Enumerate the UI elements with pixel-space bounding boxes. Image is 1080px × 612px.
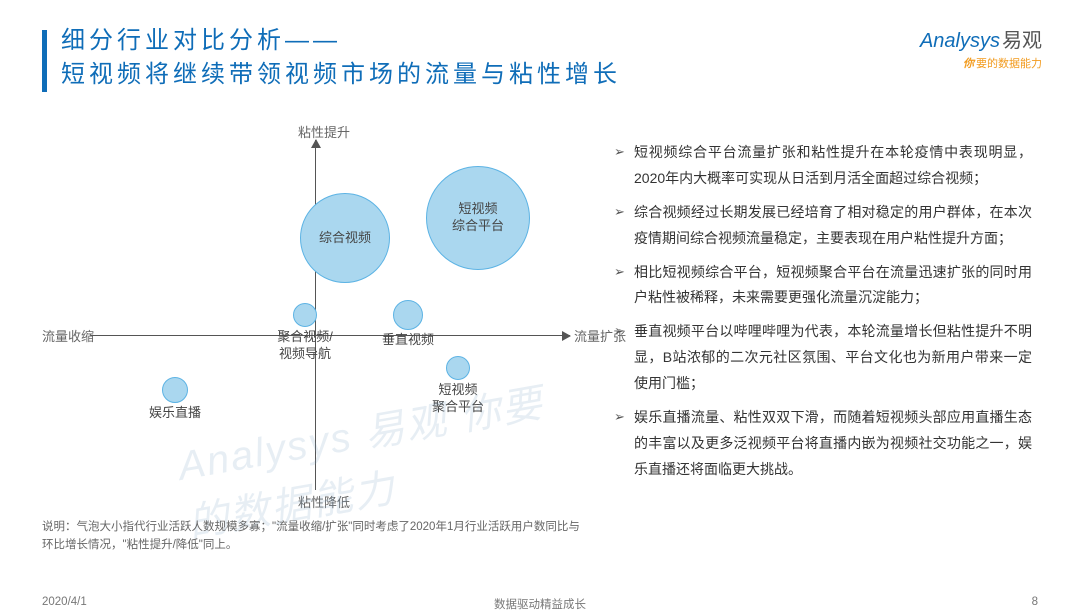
- logo-tagline-body: 要的数据能力: [976, 58, 1042, 70]
- bubble-label-ent-live: 娱乐直播: [149, 405, 201, 422]
- bubble-vertical: [393, 300, 423, 330]
- quadrant-chart: 粘性提升 粘性降低 流量收缩 流量扩张 娱乐直播聚合视频/ 视频导航综合视频垂直…: [60, 130, 570, 500]
- bubble-comp-video: 综合视频: [300, 193, 390, 283]
- bubble-label-agg-nav: 聚合视频/ 视频导航: [277, 329, 333, 363]
- bullet-item: 短视频综合平台流量扩张和粘性提升在本轮疫情中表现明显，2020年内大概率可实现从…: [612, 140, 1032, 192]
- bubble-label-vertical: 垂直视频: [382, 332, 434, 349]
- chart-note: 说明：气泡大小指代行业活跃人数规模多寡；"流量收缩/扩张"同时考虑了2020年1…: [42, 518, 582, 555]
- title-line2: 短视频将继续带领视频市场的流量与粘性增长: [61, 58, 621, 92]
- bullet-item: 娱乐直播流量、粘性双双下滑，而随着短视频头部应用直播生态的丰富以及更多泛视频平台…: [612, 405, 1032, 483]
- bubble-sv-agg: [446, 356, 470, 380]
- logo-brand-cn: 易观: [1002, 30, 1042, 52]
- x-axis-neg-label: 流量收缩: [42, 326, 94, 345]
- bullet-item: 垂直视频平台以哔哩哔哩为代表，本轮流量增长但粘性提升不明显，B站浓郁的二次元社区…: [612, 319, 1032, 397]
- y-axis-neg-label: 粘性降低: [298, 492, 350, 511]
- bullet-item: 相比短视频综合平台，短视频聚合平台在流量迅速扩张的同时用户粘性被稀释，未来需要更…: [612, 260, 1032, 312]
- footer-center: 数据驱动精益成长: [494, 596, 586, 612]
- bubble-ent-live: [162, 377, 188, 403]
- logo-tagline-pre: 你: [963, 58, 974, 70]
- footer-page: 8: [1032, 596, 1038, 608]
- title-accent-bar: [42, 30, 47, 92]
- bubble-sv-comp: 短视频 综合平台: [426, 166, 530, 270]
- brand-logo: Analysys易观 你要的数据能力: [920, 24, 1042, 71]
- bubble-label-sv-agg: 短视频 聚合平台: [432, 382, 484, 416]
- bullet-item: 综合视频经过长期发展已经培育了相对稳定的用户群体，在本次疫情期间综合视频流量稳定…: [612, 200, 1032, 252]
- logo-brand-en: Analysys: [920, 30, 1000, 52]
- title-text: 细分行业对比分析—— 短视频将继续带领视频市场的流量与粘性增长: [61, 24, 621, 91]
- bubble-agg-nav: [293, 303, 317, 327]
- title-line1: 细分行业对比分析——: [61, 24, 621, 58]
- logo-main: Analysys易观: [920, 24, 1042, 53]
- bullets-list: 短视频综合平台流量扩张和粘性提升在本轮疫情中表现明显，2020年内大概率可实现从…: [612, 140, 1032, 491]
- logo-tagline: 你要的数据能力: [920, 55, 1042, 71]
- y-axis-pos-label: 粘性提升: [298, 122, 350, 141]
- footer-date: 2020/4/1: [42, 596, 87, 608]
- page-title: 细分行业对比分析—— 短视频将继续带领视频市场的流量与粘性增长: [42, 24, 621, 92]
